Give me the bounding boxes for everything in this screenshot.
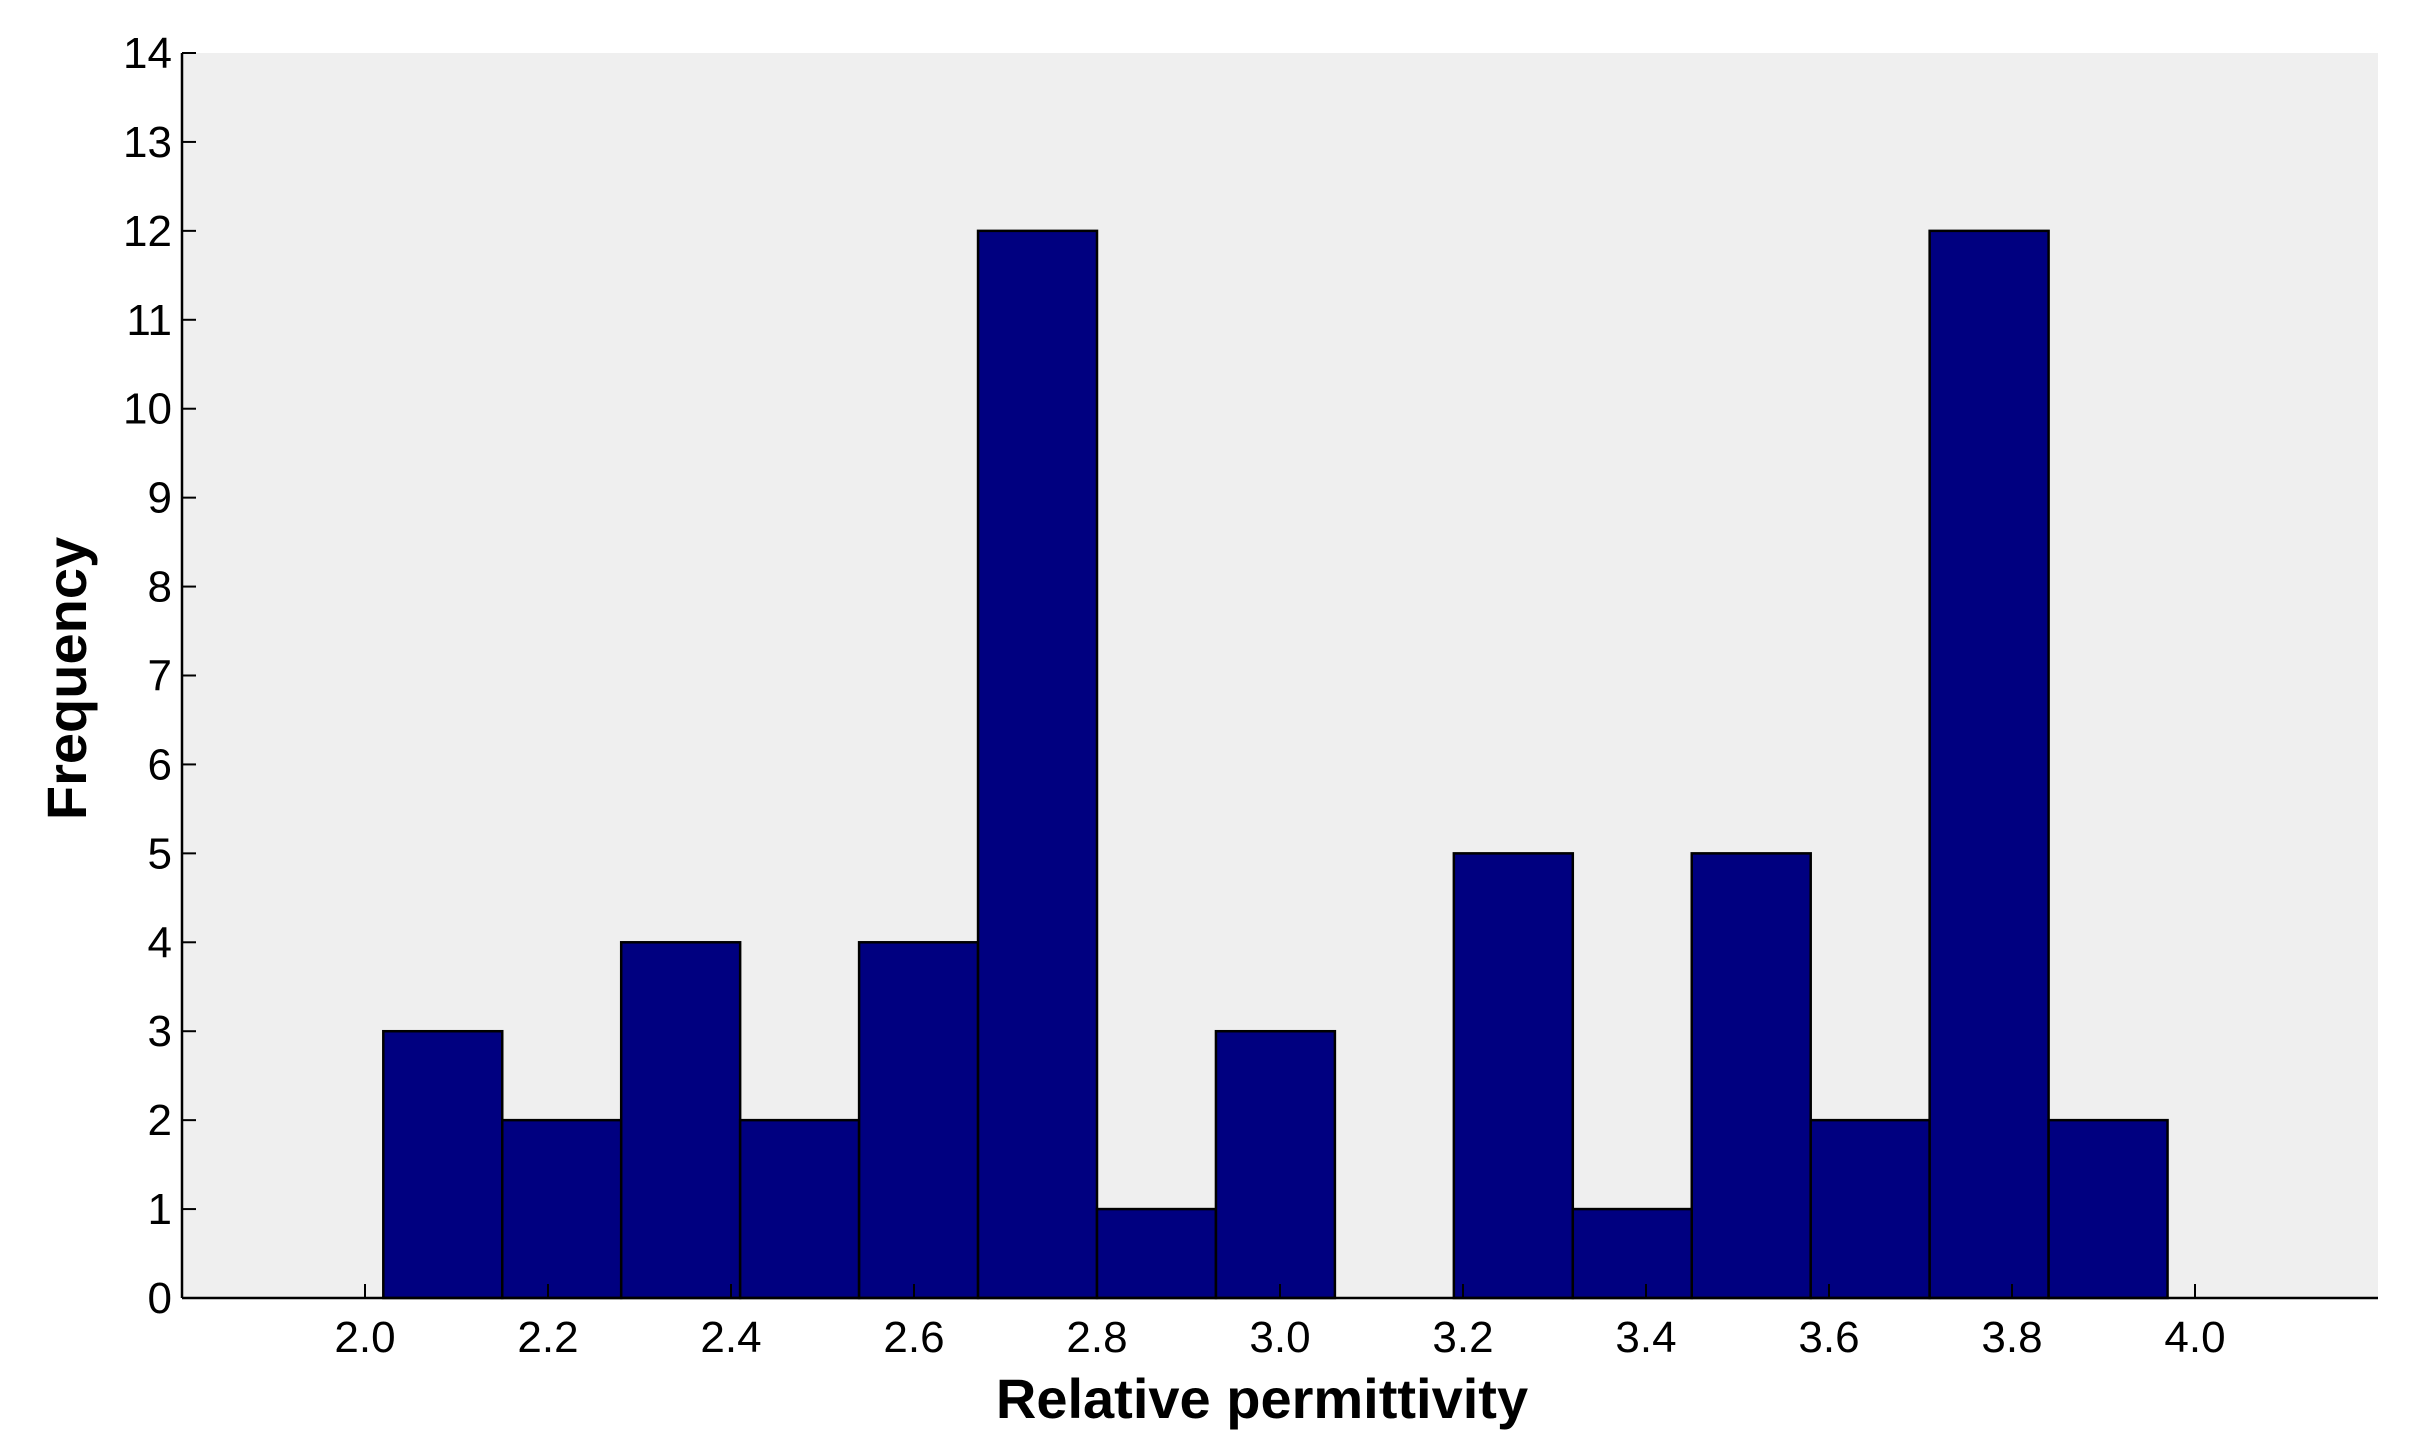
y-axis-title: Frequency [35,537,98,820]
y-tick-label: 4 [148,918,172,967]
histogram-bar-3 [619,941,742,1300]
histogram-bar-5 [857,941,980,1300]
y-tick-label: 1 [148,1185,172,1234]
histogram-bar-6 [976,229,1099,1300]
x-tick-label: 2.0 [334,1313,395,1362]
y-tick-label: 9 [148,474,172,523]
bars [382,229,2169,1300]
y-tick-label: 11 [126,296,172,345]
histogram-bar-14 [1928,229,2050,1300]
x-tick-label: 4.0 [2164,1313,2225,1362]
y-tick-label: 14 [123,29,172,78]
histogram-bar-7 [1095,1207,1218,1300]
x-tick-label: 3.6 [1798,1313,1859,1362]
histogram-bar-10 [1452,852,1575,1300]
y-tick-label: 6 [148,740,172,789]
y-tick-label: 2 [148,1096,172,1145]
x-tick-label: 2.6 [883,1313,944,1362]
y-tick-label: 12 [123,207,172,256]
histogram-bar-2 [501,1118,623,1300]
y-tick-label: 0 [148,1274,172,1323]
histogram-bar-12 [1690,852,1812,1300]
histogram-bar-11 [1571,1207,1694,1300]
histogram-bar-15 [2047,1118,2169,1300]
y-tick-label: 5 [148,829,172,878]
x-axis-title: Relative permittivity [996,1367,1528,1430]
x-tick-label: 2.2 [517,1313,578,1362]
y-tick-label: 3 [148,1007,172,1056]
y-tick-label: 7 [148,652,172,701]
histogram-bar-1 [382,1029,504,1300]
axes [180,52,2378,1300]
histogram-bar-4 [738,1118,861,1300]
x-tick-label: 3.2 [1432,1313,1493,1362]
x-tick-label: 3.8 [1981,1313,2042,1362]
x-tick-label: 3.4 [1615,1313,1676,1362]
y-tick-label: 8 [148,563,172,612]
histogram-bar-13 [1809,1118,1931,1300]
y-tick-label: 10 [123,385,172,434]
x-tick-label: 3.0 [1249,1313,1310,1362]
x-tick-label: 2.8 [1066,1313,1127,1362]
histogram-bar-8 [1214,1029,1337,1300]
y-tick-label: 13 [123,118,172,167]
x-tick-label: 2.4 [700,1313,761,1362]
